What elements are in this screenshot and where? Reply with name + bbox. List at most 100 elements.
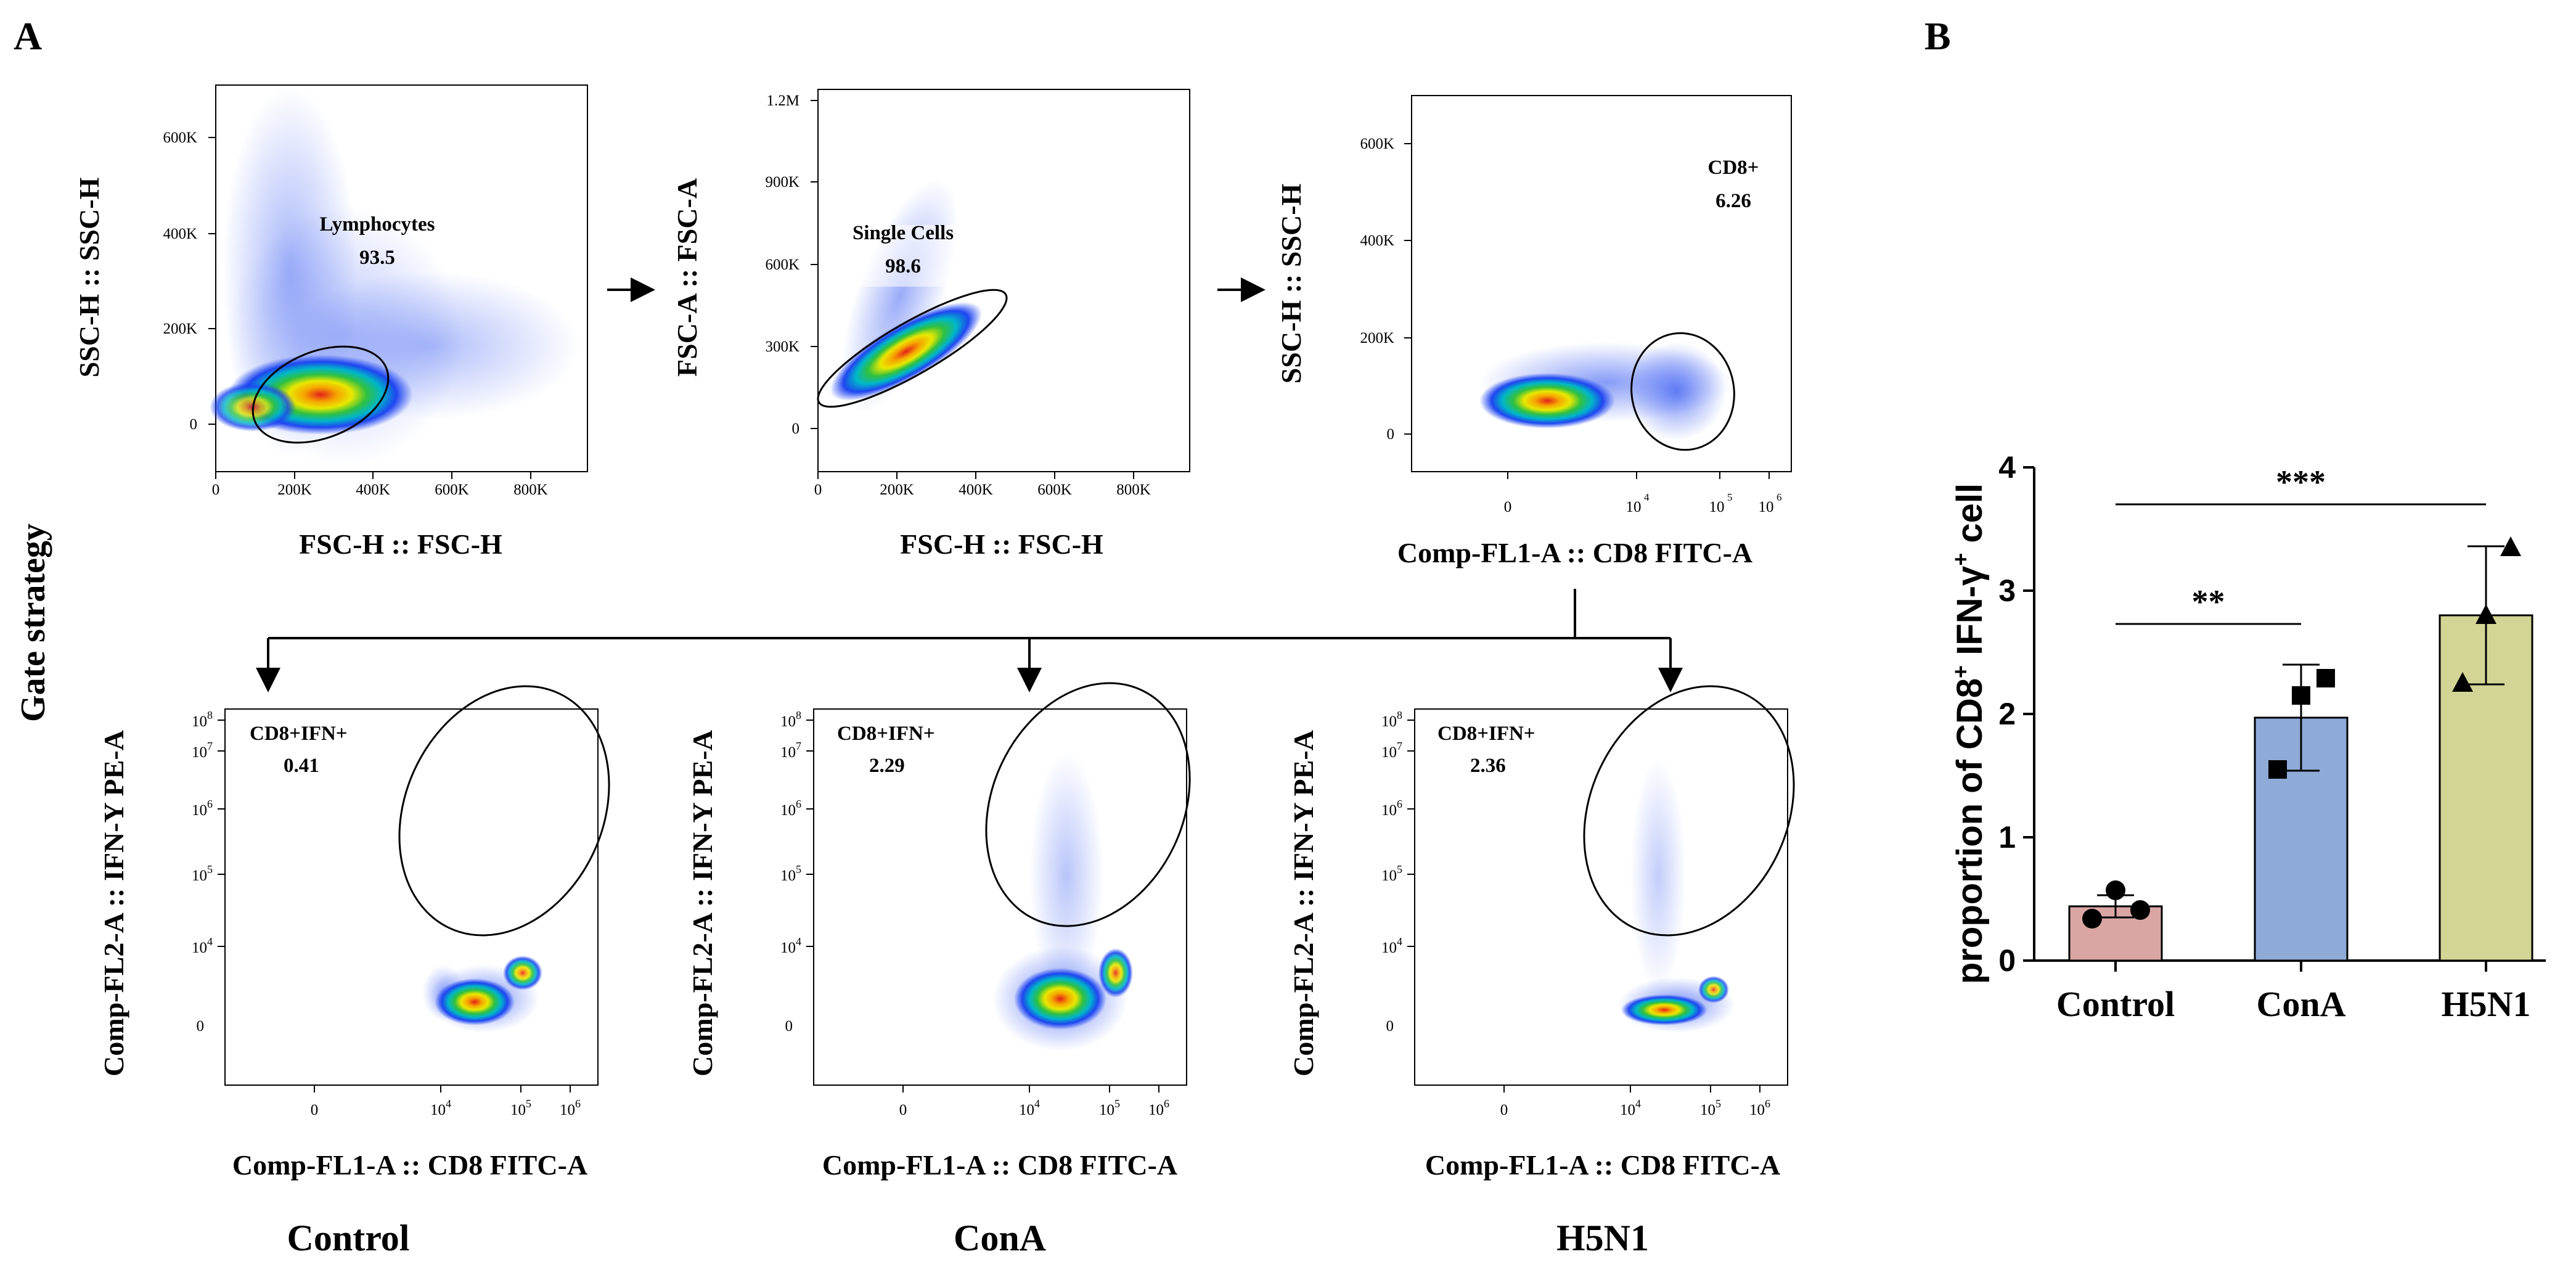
gate-ellipse [1583,685,1795,937]
bar-ytick-label: 0 [1998,943,2016,978]
svg-text:10: 10 [1709,499,1725,515]
flow-plot-lymphocytes: Lymphocytes 93.5 0 200K 400K 600K 0 200K… [73,84,588,560]
plot-frame [1411,95,1792,472]
gate-value: 6.26 [1715,190,1751,212]
svg-text:10: 10 [1626,499,1642,515]
svg-text:400K: 400K [959,482,993,498]
y-axis-label: Comp-FL2-A :: IFN-Y PE-A [98,730,129,1076]
group-title-control: Control [287,1218,410,1258]
svg-text:1.2M: 1.2M [767,92,799,109]
gate-value: 98.6 [885,255,921,277]
gate-value: 93.5 [359,247,395,269]
ytick-label: 105 [780,863,801,884]
svg-text:300K: 300K [765,338,799,355]
xtick-label: 105 [510,1097,531,1118]
plot-frame [1414,708,1788,1086]
significance-label: *** [2276,464,2326,501]
gate-value: 0.41 [284,755,319,777]
plot-frame [817,89,1190,472]
flow-plot-singlets: Single Cells 98.6 0 300K 600K 900K 1.2M … [671,89,1190,560]
ytick-label: 0 [785,1018,793,1035]
xtick-label: 0 [1500,1102,1508,1118]
gate-name: CD8+IFN+ [1437,723,1535,745]
scatter-core [1621,994,1707,1025]
svg-text:400K: 400K [1360,232,1394,249]
ytick-label: 0 [197,1018,205,1035]
gate-connector [256,589,1683,692]
scatter-core [1479,373,1615,428]
xtick-label: 106 [560,1097,581,1118]
data-point [2292,686,2310,705]
bar-ytick-label: 4 [1998,450,2016,485]
x-axis-label: FSC-H :: FSC-H [299,528,502,560]
ytick-label: 106 [1381,798,1402,819]
ytick: 0 [190,416,198,433]
svg-text:0: 0 [1504,499,1512,515]
xtick-label: 0 [311,1102,319,1118]
x-axis-label: Comp-FL1-A :: CD8 FITC-A [1425,1149,1780,1181]
gate-ellipse [985,682,1191,927]
gate-ellipse [817,289,1008,408]
ytick-label: 108 [1381,709,1402,730]
svg-text:4: 4 [1644,491,1650,503]
xtick: 800K [513,482,548,498]
ytick-label: 104 [192,935,213,956]
scatter-core [435,978,515,1025]
data-point [2106,880,2125,900]
svg-text:600K: 600K [1037,482,1072,498]
svg-text:6: 6 [1777,491,1782,503]
gate-value: 2.29 [869,755,905,777]
ytick-label: 106 [192,798,213,819]
ytick-label: 105 [192,863,213,884]
gate-ellipse [1630,332,1735,451]
xtick-label: 105 [1700,1097,1721,1118]
ytick-label: 107 [192,740,213,761]
svg-text:0: 0 [1387,426,1395,443]
gate-name: Lymphocytes [319,213,435,236]
bar-category-label: Control [2056,984,2175,1024]
svg-text:200K: 200K [880,482,914,498]
xtick-label: 106 [1749,1097,1770,1118]
y-axis-label: Comp-FL2-A :: IFN-Y PE-A [1288,730,1319,1076]
significance-label: ** [2192,583,2225,620]
gate-name: CD8+IFN+ [837,723,935,745]
panel-letter-a: A [14,14,42,58]
ytick: 600K [163,129,197,146]
ytick-label: 108 [780,709,801,730]
y-axis-label: FSC-A :: FSC-A [671,178,703,377]
data-point [2452,672,2473,692]
flow-plot-cona: CD8+IFN+ 2.29 [813,682,1191,1086]
xtick-label: 105 [1099,1097,1120,1118]
ytick-label: 0 [1386,1018,1394,1035]
xtick-label: 0 [899,1102,907,1118]
flow-plot-control: CD8+IFN+ 0.41 [224,685,610,1086]
ytick-label: 106 [780,798,801,819]
plot-frame [224,708,599,1086]
scatter-core [1014,968,1106,1030]
bar-ytick-label: 2 [1998,697,2016,731]
scatter-core [830,301,983,401]
bar-y-axis-label: proportion of CD8+ IFN-γ+ cell [1948,483,1990,984]
ytick-label: 107 [780,740,801,761]
ytick-label: 107 [1381,740,1402,761]
svg-text:800K: 800K [1116,482,1151,498]
ytick-label: 104 [1381,935,1402,956]
gate-name: CD8+ [1708,157,1759,179]
svg-text:10: 10 [1759,499,1774,515]
svg-text:0: 0 [792,420,800,437]
x-axis-label: FSC-H :: FSC-H [900,528,1103,560]
data-point [2082,909,2102,929]
gate-name: CD8+IFN+ [250,723,348,745]
ytick: 400K [163,226,197,242]
data-point [2268,760,2287,779]
x-axis-label: Comp-FL1-A :: CD8 FITC-A [822,1149,1177,1181]
svg-text:5: 5 [1727,491,1733,503]
xtick-label: 106 [1148,1097,1169,1118]
group-title-cona: ConA [954,1218,1046,1258]
data-point [2130,900,2150,920]
ytick: 200K [163,321,197,337]
group-title-h5n1: H5N1 [1556,1218,1649,1258]
data-point [2316,669,2335,687]
